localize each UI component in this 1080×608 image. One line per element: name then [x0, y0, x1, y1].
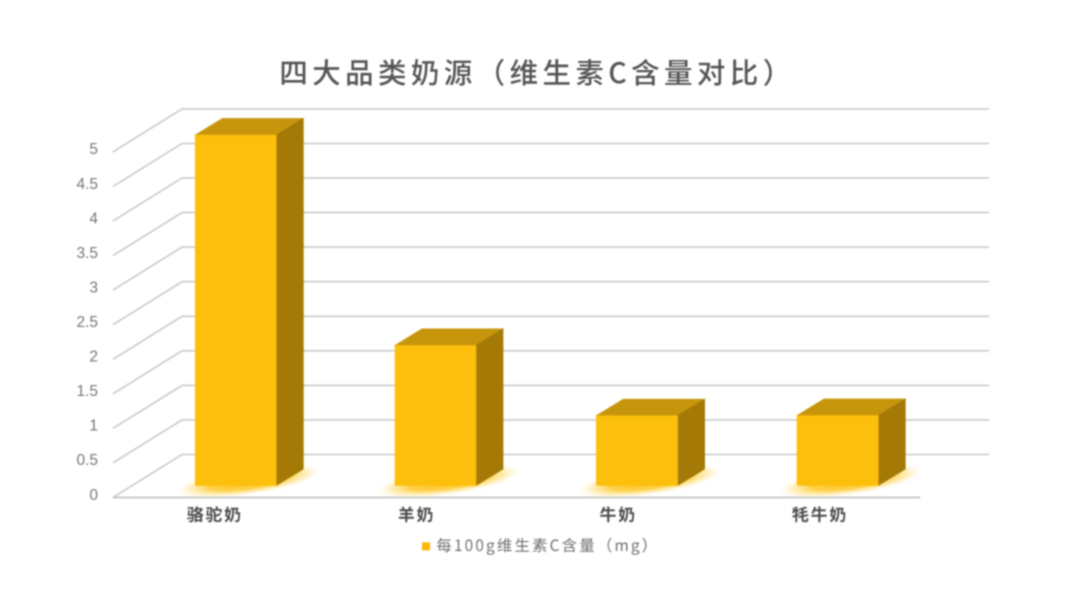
svg-text:2.5: 2.5 — [76, 314, 98, 331]
svg-text:1: 1 — [89, 418, 98, 435]
svg-text:4: 4 — [89, 210, 98, 227]
svg-text:4.5: 4.5 — [76, 176, 98, 193]
svg-text:3: 3 — [89, 279, 98, 296]
svg-text:0.5: 0.5 — [76, 452, 98, 469]
svg-text:0: 0 — [89, 487, 98, 504]
svg-text:2: 2 — [89, 349, 98, 366]
svg-text:5: 5 — [89, 141, 98, 158]
svg-text:1.5: 1.5 — [76, 383, 98, 400]
svg-text:3.5: 3.5 — [76, 245, 98, 262]
